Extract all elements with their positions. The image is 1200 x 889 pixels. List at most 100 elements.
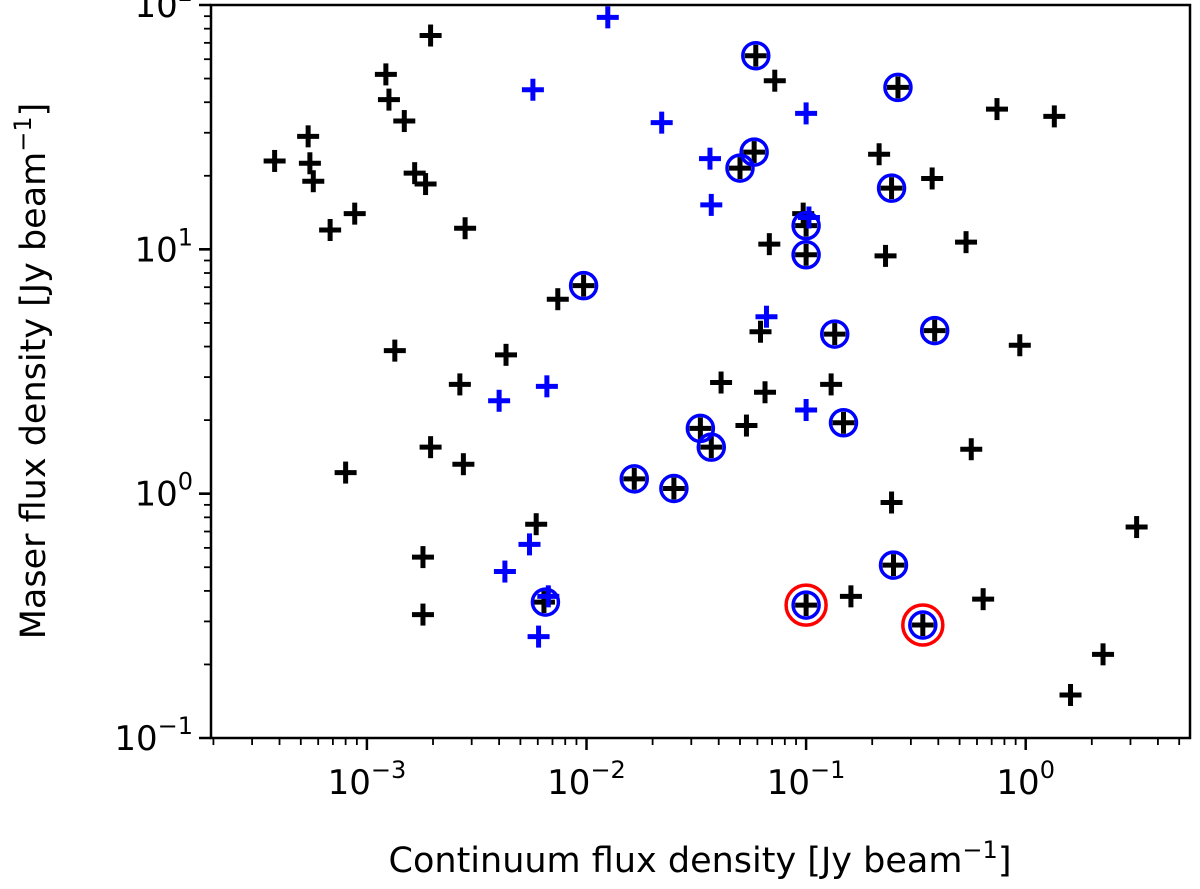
blue-ring-marker bbox=[659, 473, 689, 504]
data-point-marker bbox=[754, 381, 777, 404]
data-point-marker bbox=[419, 24, 442, 47]
blue-ring-marker bbox=[791, 210, 821, 241]
data-point-marker bbox=[411, 546, 434, 569]
data-point-marker bbox=[911, 614, 934, 637]
data-point-marker bbox=[521, 78, 544, 101]
data-point-marker bbox=[297, 125, 320, 148]
blue-ring-marker bbox=[883, 72, 913, 103]
data-point-marker bbox=[955, 231, 978, 254]
data-point-marker bbox=[795, 243, 818, 266]
data-point-marker bbox=[710, 371, 733, 394]
data-point-marker bbox=[448, 373, 471, 396]
red-ring-marker bbox=[784, 583, 828, 627]
x-tick-label: 10−2 bbox=[547, 756, 626, 803]
data-point-marker bbox=[882, 554, 905, 577]
data-point-marker bbox=[662, 477, 685, 500]
data-point-marker bbox=[374, 63, 397, 86]
data-point-marker bbox=[874, 244, 897, 267]
data-point-marker bbox=[1059, 683, 1082, 706]
data-point-marker bbox=[527, 625, 550, 648]
x-tick-label: 10−3 bbox=[328, 756, 407, 803]
data-point-marker bbox=[298, 152, 321, 175]
blue-ring-marker bbox=[878, 550, 909, 580]
data-point-marker bbox=[650, 111, 673, 134]
blue-ring-marker bbox=[828, 408, 859, 438]
data-point-marker bbox=[623, 467, 646, 490]
data-point-marker bbox=[419, 436, 442, 459]
data-point-marker bbox=[744, 44, 767, 67]
data-point-marker bbox=[832, 411, 855, 434]
data-point-marker bbox=[763, 69, 786, 92]
blue-ring-marker bbox=[739, 137, 769, 167]
data-point-marker bbox=[1043, 105, 1066, 128]
marks-layer bbox=[263, 6, 1148, 706]
data-point-marker bbox=[689, 417, 712, 440]
x-tick-label: 10−1 bbox=[767, 756, 846, 803]
blue-ring-marker bbox=[741, 40, 771, 71]
data-point-marker bbox=[334, 461, 357, 484]
data-point-marker bbox=[880, 177, 903, 200]
blue-ring-marker bbox=[919, 315, 950, 346]
data-point-marker bbox=[572, 274, 595, 297]
data-point-marker bbox=[403, 162, 426, 185]
data-point-marker bbox=[820, 373, 843, 396]
data-point-marker bbox=[1008, 334, 1031, 357]
data-point-marker bbox=[868, 143, 891, 166]
data-point-marker bbox=[698, 147, 721, 170]
data-point-marker bbox=[985, 98, 1008, 121]
data-point-marker bbox=[393, 110, 416, 133]
data-point-marker bbox=[493, 560, 516, 583]
data-point-marker bbox=[414, 173, 437, 196]
data-point-marker bbox=[921, 167, 944, 190]
data-point-marker bbox=[880, 491, 903, 514]
data-point-marker bbox=[454, 217, 477, 240]
x-axis-ticks: 10−3 10−2 10−1 100 bbox=[212, 738, 1181, 803]
data-point-marker bbox=[411, 603, 434, 626]
y-axis-ticks: 10−1 100 101 102 bbox=[114, 0, 211, 759]
data-point-marker bbox=[755, 305, 778, 328]
data-point-marker bbox=[383, 339, 406, 362]
blue-ring-marker bbox=[696, 432, 727, 462]
data-point-marker bbox=[960, 438, 983, 461]
blue-ring-marker bbox=[876, 173, 907, 203]
blue-ring-marker bbox=[819, 319, 850, 349]
blue-ring-marker bbox=[619, 464, 650, 494]
data-point-marker bbox=[1125, 516, 1148, 539]
data-point-marker bbox=[302, 170, 325, 193]
x-tick-label: 100 bbox=[996, 756, 1055, 803]
plot-frame bbox=[209, 3, 1192, 740]
data-point-marker bbox=[728, 157, 751, 180]
data-point-marker bbox=[923, 319, 946, 342]
data-point-marker bbox=[535, 375, 558, 398]
data-point-marker bbox=[700, 436, 723, 459]
x-axis-label: Continuum flux density [Jy beam−1] bbox=[389, 836, 1012, 881]
data-point-marker bbox=[525, 513, 548, 536]
data-point-marker bbox=[518, 533, 541, 556]
data-point-marker bbox=[1092, 643, 1115, 666]
y-tick-label: 101 bbox=[134, 223, 193, 270]
blue-ring-marker bbox=[530, 587, 561, 617]
red-ring-marker bbox=[901, 603, 945, 647]
data-point-marker bbox=[343, 202, 366, 225]
data-point-marker bbox=[735, 414, 758, 437]
y-tick-label: 100 bbox=[134, 468, 193, 515]
y-tick-label: 102 bbox=[134, 0, 193, 26]
data-point-marker bbox=[596, 6, 619, 29]
data-point-marker bbox=[758, 233, 781, 256]
blue-ring-marker bbox=[791, 240, 821, 270]
data-point-marker bbox=[495, 343, 518, 366]
data-point-marker bbox=[839, 585, 862, 608]
data-point-marker bbox=[886, 76, 909, 99]
data-point-marker bbox=[972, 588, 995, 611]
data-point-marker bbox=[795, 594, 818, 617]
data-point-marker bbox=[263, 149, 286, 172]
y-tick-label: 10−1 bbox=[114, 712, 193, 759]
data-point-marker bbox=[488, 389, 511, 412]
data-point-marker bbox=[795, 399, 818, 422]
data-point-marker bbox=[795, 102, 818, 125]
data-point-marker bbox=[452, 453, 475, 476]
data-point-marker bbox=[700, 193, 723, 216]
data-point-marker bbox=[749, 320, 772, 343]
data-point-marker bbox=[823, 323, 846, 346]
blue-ring-marker bbox=[568, 270, 599, 301]
